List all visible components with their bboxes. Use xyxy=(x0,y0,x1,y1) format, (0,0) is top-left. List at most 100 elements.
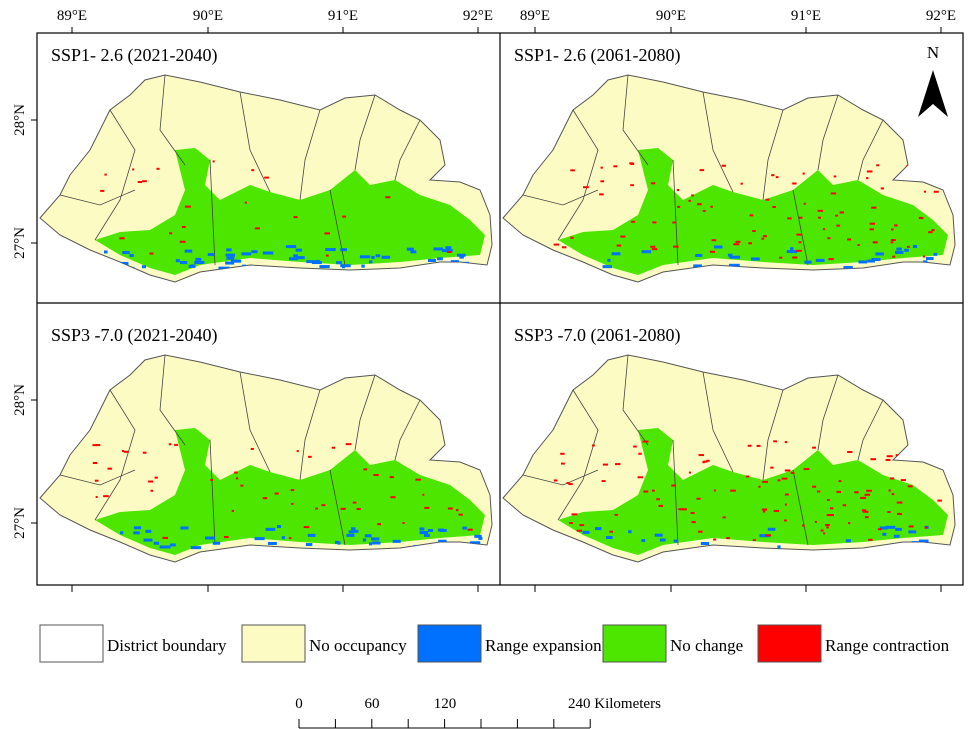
range-expansion-pixel xyxy=(879,526,888,530)
range-contraction-pixel xyxy=(907,485,913,488)
range-expansion-pixel xyxy=(375,254,381,258)
range-contraction-pixel xyxy=(599,193,604,196)
panel-title: SSP1- 2.6 (2021-2040) xyxy=(51,45,218,66)
range-expansion-pixel xyxy=(267,541,277,545)
range-contraction-pixel xyxy=(827,499,830,502)
range-contraction-pixel xyxy=(765,534,772,537)
range-contraction-pixel xyxy=(402,522,405,525)
range-contraction-pixel xyxy=(747,444,752,447)
range-contraction-pixel xyxy=(119,237,125,240)
range-expansion-pixel xyxy=(469,541,481,545)
bhutan-map xyxy=(40,355,492,562)
range-contraction-pixel xyxy=(940,459,945,462)
range-contraction-pixel xyxy=(697,203,702,206)
range-contraction-pixel xyxy=(210,479,214,482)
range-expansion-pixel xyxy=(641,539,646,543)
range-contraction-pixel xyxy=(895,454,900,457)
range-contraction-pixel xyxy=(814,520,817,523)
range-expansion-pixel xyxy=(184,249,193,253)
range-contraction-pixel xyxy=(614,513,618,516)
range-contraction-pixel xyxy=(698,454,704,457)
range-contraction-pixel xyxy=(870,458,877,461)
range-contraction-pixel xyxy=(290,489,295,492)
range-contraction-pixel xyxy=(560,452,565,455)
range-expansion-pixel xyxy=(815,258,825,262)
range-contraction-pixel xyxy=(456,445,460,448)
latitude-label: 28°N xyxy=(12,384,28,416)
range-contraction-pixel xyxy=(908,525,914,528)
range-expansion-pixel xyxy=(381,255,391,259)
range-contraction-pixel xyxy=(721,164,726,167)
bhutan-map xyxy=(503,75,955,282)
range-expansion-pixel xyxy=(190,546,202,550)
legend-label: Range contraction xyxy=(825,636,950,655)
range-contraction-pixel xyxy=(869,222,876,225)
range-expansion-pixel xyxy=(207,253,215,257)
range-expansion-pixel xyxy=(751,257,760,261)
range-contraction-pixel xyxy=(363,468,368,471)
range-contraction-pixel xyxy=(616,244,622,247)
range-expansion-pixel xyxy=(351,527,356,531)
range-contraction-pixel xyxy=(889,477,895,480)
range-contraction-pixel xyxy=(672,221,677,224)
range-expansion-pixel xyxy=(340,264,351,268)
range-expansion-pixel xyxy=(433,247,444,251)
range-contraction-pixel xyxy=(553,479,558,482)
range-contraction-pixel xyxy=(762,235,767,238)
range-expansion-pixel xyxy=(693,264,702,268)
range-expansion-pixel xyxy=(314,259,320,263)
range-contraction-pixel xyxy=(234,471,238,474)
legend-swatch xyxy=(602,624,667,663)
range-contraction-pixel xyxy=(876,164,880,167)
range-expansion-pixel xyxy=(205,536,215,540)
range-expansion-pixel xyxy=(595,527,602,531)
range-contraction-pixel xyxy=(803,468,810,471)
range-contraction-pixel xyxy=(773,440,777,443)
range-contraction-pixel xyxy=(699,169,705,172)
range-contraction-pixel xyxy=(765,198,770,201)
range-contraction-pixel xyxy=(600,180,605,183)
range-expansion-pixel xyxy=(369,260,373,264)
legend-swatch xyxy=(417,624,482,663)
longitude-label: 90°E xyxy=(656,8,686,24)
range-expansion-pixel xyxy=(371,537,380,541)
range-contraction-pixel xyxy=(156,167,160,170)
map-panel: SSP1- 2.6 (2061-2080) xyxy=(503,45,955,282)
range-contraction-pixel xyxy=(149,252,154,255)
range-contraction-pixel xyxy=(822,228,826,231)
range-contraction-pixel xyxy=(142,180,147,183)
range-expansion-pixel xyxy=(262,251,274,255)
legend-label: No occupancy xyxy=(309,636,407,655)
range-contraction-pixel xyxy=(702,209,706,212)
range-contraction-pixel xyxy=(447,445,453,448)
range-contraction-pixel xyxy=(795,249,802,252)
range-contraction-pixel xyxy=(828,514,834,517)
range-contraction-pixel xyxy=(244,201,248,204)
range-contraction-pixel xyxy=(827,237,831,240)
range-contraction-pixel xyxy=(890,241,894,244)
map-panel: SSP3 -7.0 (2061-2080) xyxy=(503,325,955,562)
range-contraction-pixel xyxy=(424,506,430,509)
range-expansion-pixel xyxy=(307,533,316,537)
range-expansion-pixel xyxy=(153,541,160,545)
range-expansion-pixel xyxy=(368,542,373,546)
range-contraction-pixel xyxy=(752,230,756,233)
range-contraction-pixel xyxy=(781,477,788,480)
range-expansion-pixel xyxy=(727,253,733,257)
range-contraction-pixel xyxy=(150,489,154,492)
range-contraction-pixel xyxy=(352,501,357,504)
range-expansion-pixel xyxy=(871,258,881,262)
range-contraction-pixel xyxy=(696,497,701,500)
range-contraction-pixel xyxy=(121,449,125,452)
range-expansion-pixel xyxy=(912,245,918,249)
range-contraction-pixel xyxy=(842,504,847,507)
range-contraction-pixel xyxy=(656,498,660,501)
range-contraction-pixel xyxy=(467,528,473,531)
range-contraction-pixel xyxy=(864,516,869,519)
range-contraction-pixel xyxy=(231,509,235,512)
range-expansion-pixel xyxy=(845,539,851,543)
range-expansion-pixel xyxy=(359,255,371,259)
range-expansion-pixel xyxy=(438,539,447,543)
range-expansion-pixel xyxy=(225,253,235,257)
range-expansion-pixel xyxy=(895,527,902,531)
